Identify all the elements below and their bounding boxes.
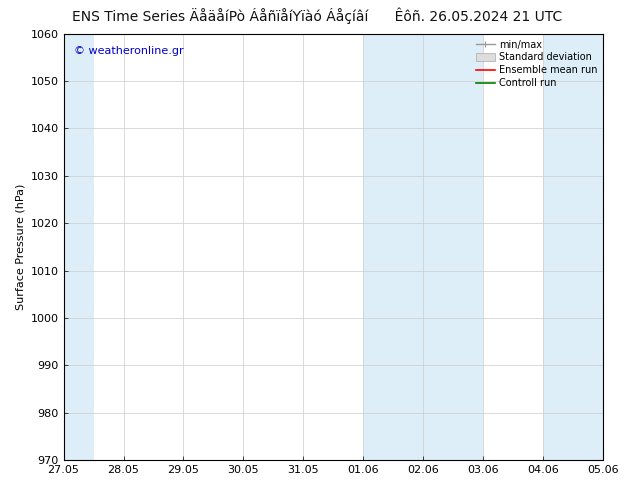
Bar xyxy=(363,34,483,460)
Bar xyxy=(63,34,94,460)
Bar xyxy=(543,34,603,460)
Text: © weatheronline.gr: © weatheronline.gr xyxy=(74,47,184,56)
Legend: min/max, Standard deviation, Ensemble mean run, Controll run: min/max, Standard deviation, Ensemble me… xyxy=(472,36,601,92)
Text: ENS Time Series ÄåäåíPò ÁåñïåíYïàó Áåçíâí      Êôñ. 26.05.2024 21 UTC: ENS Time Series ÄåäåíPò ÁåñïåíYïàó Áåçíâ… xyxy=(72,7,562,24)
Y-axis label: Surface Pressure (hPa): Surface Pressure (hPa) xyxy=(15,184,25,310)
